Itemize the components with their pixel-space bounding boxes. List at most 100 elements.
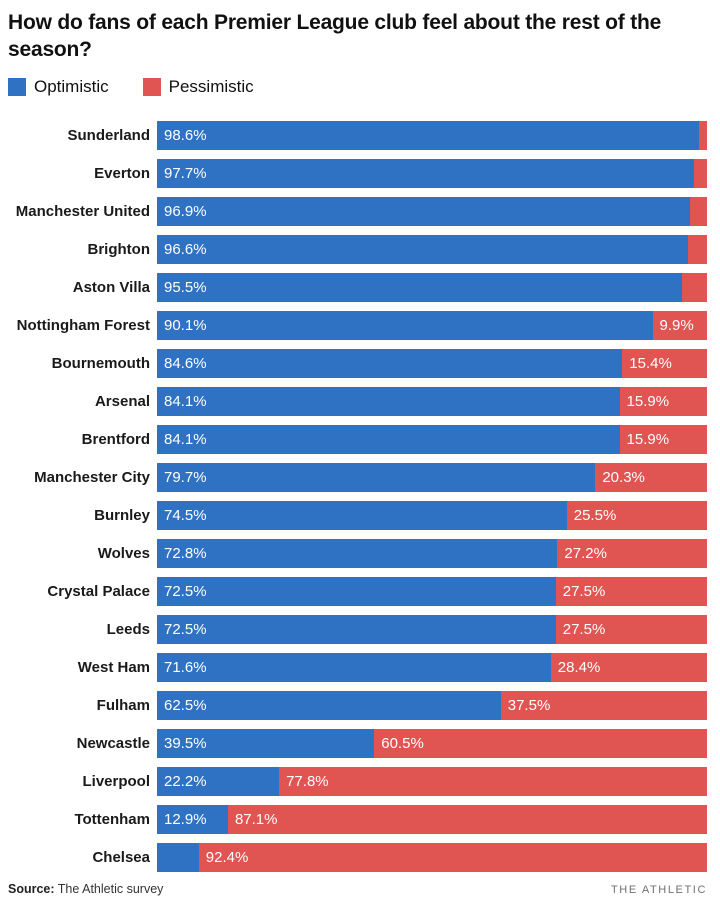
source-note: Source: The Athletic survey bbox=[8, 882, 163, 896]
pessimistic-value-label: 27.5% bbox=[562, 620, 606, 638]
optimistic-bar-segment: 98.6% bbox=[157, 120, 700, 150]
club-label: Tottenham bbox=[74, 810, 150, 828]
pessimistic-bar-segment: 15.9% bbox=[619, 424, 707, 454]
bar-track: 90.1% 9.9% bbox=[157, 310, 707, 340]
optimistic-bar-segment: 90.1% bbox=[157, 310, 653, 340]
club-label: Wolves bbox=[97, 544, 150, 562]
legend-item-optimistic: Optimistic bbox=[8, 77, 109, 97]
pessimistic-swatch-icon bbox=[142, 77, 161, 96]
brand-logo: THE ATHLETIC bbox=[610, 883, 707, 896]
bar-row: Wolves 72.8% 27.2% bbox=[8, 538, 707, 568]
pessimistic-value-label: 9.9% bbox=[659, 316, 694, 334]
pessimistic-bar-segment: 25.5% bbox=[566, 500, 707, 530]
optimistic-value-label: 96.6% bbox=[164, 240, 207, 258]
optimistic-value-label: 39.5% bbox=[164, 734, 207, 752]
bar-chart: Sunderland 98.6% Everton 97.7% Mancheste… bbox=[8, 120, 707, 872]
bar-row: Manchester United 96.9% bbox=[8, 196, 707, 226]
club-label: Everton bbox=[94, 164, 150, 182]
pessimistic-value-label: 15.4% bbox=[629, 354, 672, 372]
club-label: Newcastle bbox=[76, 734, 150, 752]
club-label: Manchester City bbox=[34, 468, 150, 486]
bar-row: Leeds 72.5% 27.5% bbox=[8, 614, 707, 644]
optimistic-bar-segment: 96.6% bbox=[157, 234, 689, 264]
optimistic-value-label: 71.6% bbox=[164, 658, 207, 676]
footer: Source: The Athletic survey THE ATHLETIC bbox=[8, 882, 707, 896]
pessimistic-bar-segment: 20.3% bbox=[595, 462, 707, 492]
bar-row: Tottenham 12.9% 87.1% bbox=[8, 804, 707, 834]
optimistic-value-label: 84.6% bbox=[164, 354, 207, 372]
optimistic-bar-segment: 12.9% bbox=[157, 804, 228, 834]
optimistic-bar-segment: 71.6% bbox=[157, 652, 551, 682]
pessimistic-bar-segment: 27.2% bbox=[557, 538, 707, 568]
optimistic-value-label: 84.1% bbox=[164, 430, 207, 448]
bar-row: Nottingham Forest 90.1% 9.9% bbox=[8, 310, 707, 340]
pessimistic-bar-segment: 37.5% bbox=[500, 690, 707, 720]
club-label: Brentford bbox=[81, 430, 150, 448]
bar-track: 62.5% 37.5% bbox=[157, 690, 707, 720]
bar-track: 84.1% 15.9% bbox=[157, 424, 707, 454]
optimistic-value-label: 90.1% bbox=[164, 316, 207, 334]
pessimistic-bar-segment bbox=[694, 158, 707, 188]
club-label: Chelsea bbox=[92, 848, 150, 866]
bar-track: 96.6% bbox=[157, 234, 707, 264]
club-label: Leeds bbox=[106, 620, 150, 638]
club-label: Liverpool bbox=[82, 772, 150, 790]
club-label: Bournemouth bbox=[51, 354, 150, 372]
pessimistic-value-label: 25.5% bbox=[573, 506, 617, 524]
optimistic-bar-segment: 79.7% bbox=[157, 462, 596, 492]
bar-row: Manchester City 79.7% 20.3% bbox=[8, 462, 707, 492]
pessimistic-bar-segment: 27.5% bbox=[555, 614, 707, 644]
pessimistic-value-label: 87.1% bbox=[234, 810, 278, 828]
pessimistic-value-label: 92.4% bbox=[205, 848, 249, 866]
club-label: Crystal Palace bbox=[47, 582, 150, 600]
pessimistic-value-label: 60.5% bbox=[381, 734, 424, 752]
optimistic-value-label: 62.5% bbox=[164, 696, 207, 714]
optimistic-bar-segment: 95.5% bbox=[157, 272, 683, 302]
bar-track: 95.5% bbox=[157, 272, 707, 302]
bar-track: 74.5% 25.5% bbox=[157, 500, 707, 530]
optimistic-value-label: 72.5% bbox=[164, 620, 207, 638]
optimistic-bar-segment: 97.7% bbox=[157, 158, 695, 188]
optimistic-bar-segment bbox=[157, 842, 199, 872]
bar-track: 71.6% 28.4% bbox=[157, 652, 707, 682]
bar-track: 97.7% bbox=[157, 158, 707, 188]
club-label: Nottingham Forest bbox=[16, 316, 150, 334]
source-text: The Athletic survey bbox=[54, 881, 164, 896]
bar-track: 72.5% 27.5% bbox=[157, 614, 707, 644]
optimistic-bar-segment: 74.5% bbox=[157, 500, 567, 530]
pessimistic-value-label: 37.5% bbox=[507, 696, 551, 714]
pessimistic-bar-segment: 60.5% bbox=[374, 728, 707, 758]
bar-track: 79.7% 20.3% bbox=[157, 462, 707, 492]
source-label: Source: bbox=[8, 881, 55, 896]
bar-track: 72.5% 27.5% bbox=[157, 576, 707, 606]
bar-row: Chelsea 92.4% bbox=[8, 842, 707, 872]
pessimistic-bar-segment: 9.9% bbox=[652, 310, 707, 340]
club-label: Arsenal bbox=[94, 392, 150, 410]
pessimistic-value-label: 28.4% bbox=[557, 658, 601, 676]
club-label: Manchester United bbox=[15, 202, 150, 220]
optimistic-bar-segment: 84.1% bbox=[157, 424, 620, 454]
optimistic-bar-segment: 72.5% bbox=[157, 614, 556, 644]
club-label: Brighton bbox=[87, 240, 150, 258]
pessimistic-bar-segment: 27.5% bbox=[555, 576, 707, 606]
bar-track: 92.4% bbox=[157, 842, 707, 872]
optimistic-value-label: 72.5% bbox=[164, 582, 207, 600]
legend-label-pessimistic: Pessimistic bbox=[168, 76, 254, 96]
bar-row: Newcastle 39.5% 60.5% bbox=[8, 728, 707, 758]
pessimistic-bar-segment: 28.4% bbox=[550, 652, 707, 682]
pessimistic-bar-segment bbox=[699, 120, 707, 150]
bar-row: Fulham 62.5% 37.5% bbox=[8, 690, 707, 720]
pessimistic-bar-segment: 77.8% bbox=[279, 766, 707, 796]
bar-track: 96.9% bbox=[157, 196, 707, 226]
bar-row: Crystal Palace 72.5% 27.5% bbox=[8, 576, 707, 606]
bar-row: Brighton 96.6% bbox=[8, 234, 707, 264]
optimistic-value-label: 12.9% bbox=[164, 810, 207, 828]
optimistic-bar-segment: 62.5% bbox=[157, 690, 501, 720]
bar-row: Burnley 74.5% 25.5% bbox=[8, 500, 707, 530]
optimistic-value-label: 98.6% bbox=[164, 126, 207, 144]
optimistic-bar-segment: 84.1% bbox=[157, 386, 620, 416]
bar-row: Brentford 84.1% 15.9% bbox=[8, 424, 707, 454]
bar-track: 39.5% 60.5% bbox=[157, 728, 707, 758]
bar-row: West Ham 71.6% 28.4% bbox=[8, 652, 707, 682]
bar-row: Sunderland 98.6% bbox=[8, 120, 707, 150]
